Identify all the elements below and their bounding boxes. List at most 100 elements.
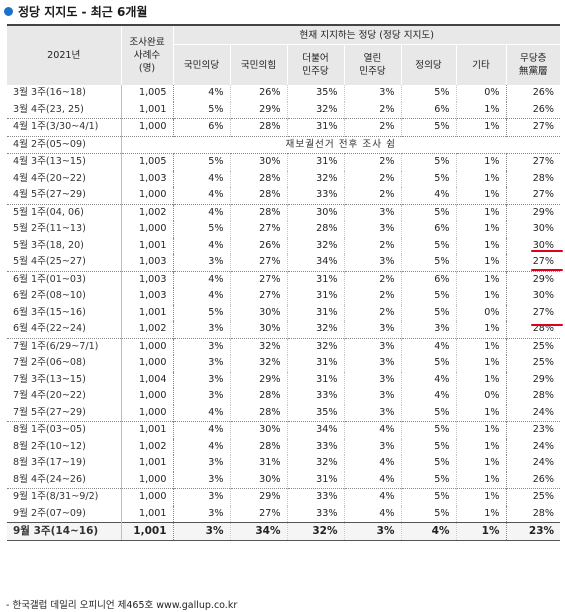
- header-party: 국민의힘: [229, 44, 287, 85]
- value-cell: 25%: [505, 488, 561, 506]
- table-row: 5월 2주(11~13) 1,000 5% 27% 28% 3% 6% 1% 30%: [7, 221, 561, 238]
- value-cell: 31%: [286, 471, 344, 489]
- value-cell: 3%: [172, 455, 230, 472]
- value-cell: 26%: [505, 101, 561, 119]
- sample-cell: 1,003: [139, 290, 167, 301]
- value-cell: 5%: [400, 85, 456, 102]
- value-cell: 31%: [286, 153, 344, 171]
- table-row: 4월 5주(27~29) 1,000 4% 28% 33% 2% 4% 1% 27%: [7, 187, 561, 204]
- value-cell: 26%: [505, 85, 561, 102]
- value-cell: 27%: [229, 221, 287, 238]
- value-cell: 29%: [229, 371, 287, 388]
- value-cell: 5%: [172, 221, 230, 238]
- value-cell: 30%: [229, 421, 287, 439]
- value-cell: 29%: [229, 488, 287, 506]
- table-row: 6월 4주(22~24) 1,002 3% 30% 32% 3% 3% 1% 28%: [7, 321, 561, 338]
- value-cell: 4%: [343, 505, 401, 523]
- table-row: 7월 2주(06~08) 1,000 3% 32% 31% 3% 5% 1% 25%: [7, 355, 561, 372]
- value-cell: 24%: [505, 404, 561, 422]
- value-cell: 3%: [343, 254, 401, 271]
- value-cell: 5%: [400, 153, 456, 171]
- header-party: 기타: [455, 44, 506, 85]
- value-cell: 2%: [343, 118, 401, 136]
- value-cell: 0%: [455, 85, 506, 102]
- value-cell: 34%: [286, 421, 344, 439]
- table-row: 6월 1주(01~03) 1,003 4% 27% 31% 2% 6% 1% 29%: [7, 270, 561, 288]
- value-cell: 1%: [455, 505, 506, 523]
- sample-cell: 1,000: [121, 118, 173, 136]
- value-cell: 28%: [229, 203, 287, 221]
- value-cell: 34%: [286, 254, 344, 271]
- value-cell: 4%: [343, 421, 401, 439]
- table-row: 5월 1주(04, 06) 1,002 4% 28% 30% 3% 5% 1% 29%: [7, 203, 561, 221]
- value-cell: 5%: [400, 505, 456, 523]
- value-cell: 3%: [172, 321, 230, 338]
- value-cell: 4%: [172, 170, 230, 187]
- value-cell: 1%: [455, 337, 506, 355]
- header-period: 2021년: [7, 25, 121, 85]
- period-cell: 8월 1주(03~05): [7, 421, 122, 439]
- value-cell: 1%: [455, 371, 506, 388]
- page-title: 정당 지지도 - 최근 6개월: [4, 3, 147, 19]
- value-cell: 3%: [400, 321, 456, 338]
- value-cell: 1%: [455, 421, 506, 439]
- period-cell: 4월 3주(13~15): [7, 153, 122, 171]
- value-cell: 6%: [400, 221, 456, 238]
- value-cell: 4%: [343, 488, 401, 506]
- table-row: 4월 1주(3/30~4/1) 1,000 6% 28% 31% 2% 5% 1% 27%: [7, 118, 561, 136]
- value-cell: 4%: [172, 237, 230, 254]
- value-cell: 1%: [455, 237, 506, 254]
- value-cell: 32%: [286, 455, 344, 472]
- period-cell: 5월 2주(11~13): [7, 221, 122, 238]
- value-cell: 31%: [286, 304, 344, 321]
- value-cell: 4%: [172, 404, 230, 422]
- value-cell: 1%: [455, 488, 506, 506]
- value-cell: 3%: [172, 254, 230, 271]
- period-cell: 9월 2주(07~09): [7, 505, 122, 523]
- table-row: 9월 1주(8/31~9/2) 1,000 3% 29% 33% 4% 5% 1% 25%: [7, 488, 561, 506]
- value-cell: 32%: [286, 237, 344, 254]
- value-cell: 30%: [505, 237, 561, 254]
- period-cell: 8월 4주(24~26): [7, 471, 122, 489]
- value-cell: 5%: [400, 237, 456, 254]
- value-cell: 1%: [455, 101, 506, 119]
- table-row: 8월 1주(03~05) 1,001 4% 30% 34% 4% 5% 1% 23%: [7, 421, 561, 439]
- value-cell: 28%: [286, 221, 344, 238]
- value-cell: 1%: [455, 187, 506, 204]
- value-cell: 32%: [286, 337, 344, 355]
- value-cell: 4%: [343, 455, 401, 472]
- value-cell: 25%: [505, 355, 561, 372]
- value-cell: 5%: [400, 304, 456, 321]
- value-cell: 3%: [172, 355, 230, 372]
- value-cell: 33%: [286, 488, 344, 506]
- value-cell: 24%: [505, 455, 561, 472]
- sample-cell: 1,001: [139, 239, 167, 251]
- highlight-mark: [531, 250, 563, 252]
- header-party: 정의당: [400, 44, 456, 85]
- header-party: 무당층 無黨層: [505, 44, 561, 85]
- value-cell: 3%: [172, 471, 230, 489]
- value-cell: 25%: [505, 337, 561, 355]
- value-cell: 26%: [505, 471, 561, 489]
- sample-cell: 1,005: [121, 153, 173, 171]
- value-cell: 3%: [343, 321, 401, 338]
- value-cell: 1%: [455, 438, 506, 455]
- note-cell: 재보궐선거 전후 조사 쉼: [121, 135, 561, 154]
- period-cell: 4월 1주(3/30~4/1): [7, 118, 122, 136]
- value-cell: 28%: [229, 118, 287, 136]
- sample-cell: 1,000: [139, 390, 167, 401]
- value-cell: 3%: [172, 488, 230, 506]
- period-cell: 6월 1주(01~03): [7, 270, 122, 288]
- value-cell: 1%: [455, 254, 506, 271]
- period-cell: 7월 3주(13~15): [7, 371, 122, 388]
- header-group: 현재 지지하는 정당 (정당 지지도): [172, 25, 561, 45]
- value-cell: 28%: [229, 170, 287, 187]
- table-row: 4월 2주(05~09) 재보궐선거 전후 조사 쉼: [7, 135, 561, 154]
- value-cell: 6%: [400, 270, 456, 288]
- table-row: 4월 3주(13~15) 1,005 5% 30% 31% 2% 5% 1% 27%: [7, 153, 561, 171]
- value-cell: 4%: [172, 85, 230, 102]
- period-cell: 7월 4주(20~22): [7, 388, 122, 405]
- value-cell: 1%: [455, 404, 506, 422]
- period-cell: 4월 2주(05~09): [7, 135, 122, 154]
- value-cell: 26%: [229, 237, 287, 254]
